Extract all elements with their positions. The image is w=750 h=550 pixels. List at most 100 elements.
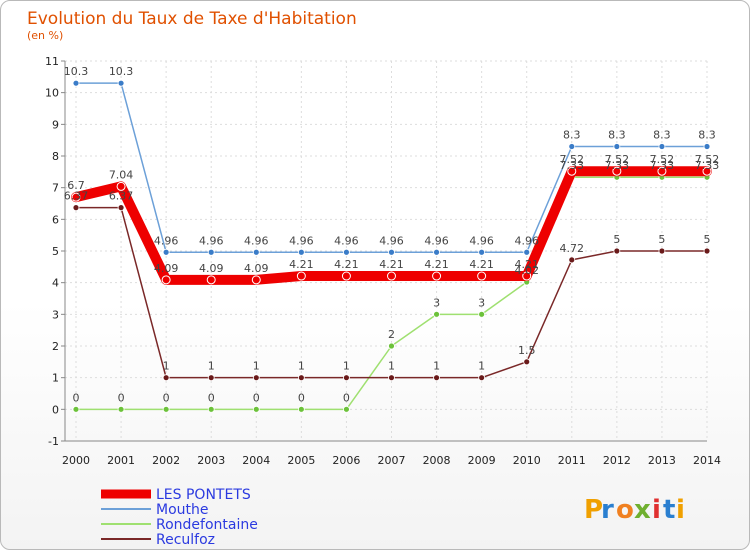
y-tick-label: 7 — [52, 182, 59, 195]
data-labels: 10.3 10.3 4.96 4.96 4.96 4.96 4.96 4.96 4.96 4.96… — [64, 65, 720, 404]
data-point — [207, 405, 215, 413]
legend-label: Reculfoz — [156, 532, 215, 548]
data-label: 4.09 — [244, 262, 269, 275]
data-label: 8.3 — [698, 129, 716, 142]
data-label: 1 — [478, 360, 485, 373]
data-label: 8.3 — [608, 129, 626, 142]
x-tick-label: 2010 — [513, 454, 541, 467]
data-point — [72, 204, 80, 212]
x-tick-label: 2004 — [242, 454, 270, 467]
data-label: 6.37 — [109, 190, 134, 203]
data-point — [703, 143, 711, 150]
x-tick-label: 2006 — [332, 454, 360, 467]
data-point — [71, 192, 81, 202]
data-point — [72, 405, 80, 413]
x-tick-label: 2012 — [603, 454, 631, 467]
data-label: 8.3 — [563, 129, 581, 142]
data-label: 1 — [208, 360, 215, 373]
data-point — [343, 248, 350, 256]
data-point — [297, 248, 305, 256]
y-tick-label: -1 — [48, 435, 59, 448]
data-point — [387, 271, 396, 281]
data-point — [658, 143, 666, 150]
chart-title: Evolution du Taux de Taxe d'Habitation — [27, 9, 357, 29]
data-label: 10.3 — [109, 65, 134, 78]
logo-letter: r — [601, 495, 614, 525]
logo-letter: i — [652, 495, 661, 525]
data-point — [206, 275, 216, 285]
data-label: 0 — [118, 391, 125, 404]
data-label: 4.21 — [334, 258, 359, 271]
data-point — [161, 275, 171, 285]
data-label: 4.96 — [199, 234, 224, 247]
data-point — [523, 358, 531, 366]
data-point — [116, 181, 126, 191]
data-point — [297, 405, 305, 413]
data-label: 0 — [163, 391, 170, 404]
x-tick-label: 2005 — [287, 454, 315, 467]
legend-label: Rondefontaine — [156, 517, 258, 533]
data-label: 4.02 — [514, 264, 539, 277]
data-point — [252, 374, 260, 382]
data-label: 4.09 — [199, 262, 224, 275]
data-point — [478, 310, 486, 318]
data-label: 7.33 — [605, 159, 630, 172]
x-tick-label: 2003 — [197, 454, 225, 467]
data-point — [162, 374, 170, 382]
data-point — [343, 374, 350, 382]
data-label: 1 — [433, 360, 440, 373]
data-label: 7.52 — [560, 153, 585, 166]
y-tick-label: 6 — [52, 213, 59, 226]
data-point — [388, 248, 395, 256]
data-point — [432, 271, 442, 281]
y-tick-label: 3 — [52, 308, 59, 321]
series — [71, 79, 712, 413]
data-point — [657, 166, 667, 176]
data-label: 7.52 — [605, 153, 630, 166]
x-tick-label: 2008 — [423, 454, 451, 467]
y-tick-label: 9 — [52, 118, 59, 131]
data-point — [522, 271, 532, 281]
data-label: 4.96 — [244, 234, 269, 247]
data-point — [433, 248, 440, 256]
data-label: 4.96 — [469, 234, 494, 247]
data-point — [478, 248, 486, 256]
data-point — [433, 374, 440, 382]
x-tick-label: 2009 — [468, 454, 496, 467]
x-tick-label: 2007 — [378, 454, 406, 467]
logo-letter: x — [634, 495, 651, 525]
data-label: 6.7 — [67, 179, 85, 192]
data-label: 3 — [478, 296, 485, 309]
legend-label: LES PONTETS — [156, 487, 251, 503]
data-point — [162, 248, 170, 256]
y-tick-label: 10 — [45, 87, 59, 100]
data-point — [702, 166, 712, 176]
data-label: 0 — [298, 391, 305, 404]
data-label: 5 — [658, 233, 665, 246]
data-point — [117, 405, 125, 413]
data-label: 7.52 — [695, 153, 720, 166]
data-point — [343, 405, 350, 413]
data-point — [207, 248, 215, 256]
data-point — [388, 342, 395, 350]
data-label: 1 — [343, 360, 350, 373]
x-tick-label: 2002 — [152, 454, 180, 467]
data-point — [251, 275, 261, 285]
data-label: 10.3 — [64, 65, 89, 78]
data-point — [433, 310, 440, 318]
data-point — [72, 79, 80, 87]
data-label: 4.21 — [289, 258, 314, 271]
data-label: 4.21 — [424, 258, 449, 271]
data-label: 1 — [253, 360, 260, 373]
data-label: 5 — [704, 233, 711, 246]
grid — [65, 60, 708, 442]
logo-letter: t — [663, 495, 675, 525]
data-label: 7.52 — [650, 153, 675, 166]
data-label: 0 — [73, 391, 80, 404]
y-tick-label: 4 — [52, 277, 59, 290]
data-label: 7.33 — [560, 159, 585, 172]
data-point — [117, 204, 125, 212]
x-tick-label: 2000 — [62, 454, 90, 467]
